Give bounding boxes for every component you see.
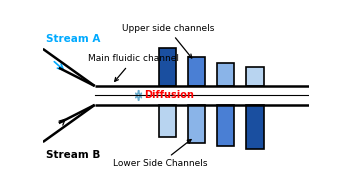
Bar — [188, 57, 205, 86]
Text: Upper side channels: Upper side channels — [122, 24, 214, 58]
Text: Stream A: Stream A — [46, 34, 100, 44]
Text: Diffusion: Diffusion — [144, 90, 194, 100]
Bar — [188, 105, 205, 143]
Bar — [217, 105, 234, 146]
Bar — [158, 48, 176, 86]
Bar — [246, 67, 263, 86]
Bar — [246, 105, 263, 149]
Text: Lower Side Channels: Lower Side Channels — [113, 139, 207, 168]
Bar — [217, 63, 234, 86]
Bar — [158, 105, 176, 137]
Text: Stream B: Stream B — [46, 150, 100, 160]
Text: Main fluidic channel: Main fluidic channel — [88, 54, 179, 81]
